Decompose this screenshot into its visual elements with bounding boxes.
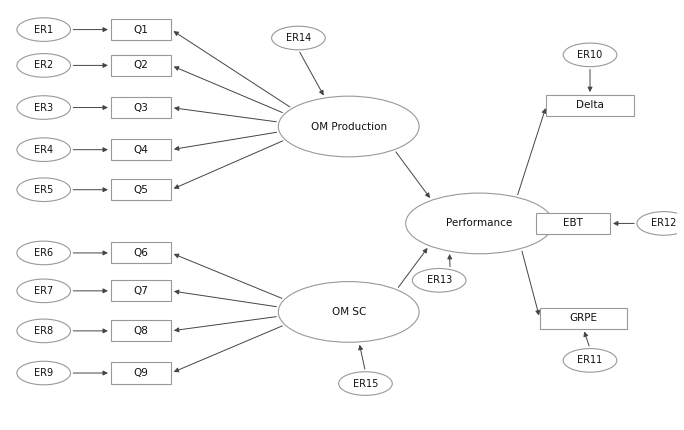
Text: ER4: ER4 — [34, 144, 53, 155]
Text: Delta: Delta — [576, 101, 604, 111]
FancyBboxPatch shape — [547, 95, 633, 116]
Text: Q4: Q4 — [133, 144, 148, 155]
Text: Q6: Q6 — [133, 248, 148, 258]
Ellipse shape — [406, 193, 553, 254]
Ellipse shape — [272, 26, 325, 50]
Text: ER14: ER14 — [286, 33, 311, 43]
Text: Performance: Performance — [446, 218, 512, 228]
Ellipse shape — [17, 319, 70, 343]
FancyBboxPatch shape — [111, 280, 171, 301]
Ellipse shape — [17, 138, 70, 162]
Text: ER15: ER15 — [353, 378, 378, 389]
Ellipse shape — [17, 54, 70, 77]
Text: ER12: ER12 — [651, 218, 676, 228]
Ellipse shape — [17, 18, 70, 41]
Ellipse shape — [278, 96, 419, 157]
Ellipse shape — [17, 96, 70, 120]
FancyBboxPatch shape — [111, 97, 171, 118]
Ellipse shape — [637, 212, 684, 235]
Ellipse shape — [563, 43, 617, 67]
FancyBboxPatch shape — [111, 320, 171, 341]
FancyBboxPatch shape — [111, 243, 171, 264]
FancyBboxPatch shape — [111, 179, 171, 200]
Text: Q3: Q3 — [133, 102, 148, 113]
Ellipse shape — [17, 241, 70, 265]
Ellipse shape — [17, 279, 70, 303]
Text: ER13: ER13 — [427, 275, 452, 286]
Text: OM Production: OM Production — [311, 122, 386, 132]
Text: ER9: ER9 — [34, 368, 53, 378]
Text: ER3: ER3 — [34, 102, 53, 113]
Text: Q8: Q8 — [133, 326, 148, 336]
Ellipse shape — [563, 349, 617, 372]
FancyBboxPatch shape — [536, 213, 610, 234]
Text: ER5: ER5 — [34, 185, 53, 195]
FancyBboxPatch shape — [111, 139, 171, 160]
Text: GRPE: GRPE — [569, 313, 597, 323]
Text: ER10: ER10 — [577, 50, 603, 60]
Text: EBT: EBT — [564, 218, 583, 228]
Text: Q9: Q9 — [133, 368, 148, 378]
Text: ER2: ER2 — [34, 60, 53, 71]
Text: Q7: Q7 — [133, 286, 148, 296]
Text: ER8: ER8 — [34, 326, 53, 336]
Ellipse shape — [278, 282, 419, 342]
Text: ER11: ER11 — [577, 355, 603, 366]
FancyBboxPatch shape — [111, 19, 171, 40]
Ellipse shape — [17, 178, 70, 202]
Text: ER6: ER6 — [34, 248, 53, 258]
FancyBboxPatch shape — [540, 308, 627, 329]
Ellipse shape — [339, 372, 392, 395]
Text: Q5: Q5 — [133, 185, 148, 195]
FancyBboxPatch shape — [111, 55, 171, 76]
Ellipse shape — [17, 361, 70, 385]
FancyBboxPatch shape — [111, 362, 171, 384]
Text: Q1: Q1 — [133, 25, 148, 34]
Text: OM SC: OM SC — [332, 307, 366, 317]
Ellipse shape — [412, 268, 466, 292]
Text: ER1: ER1 — [34, 25, 53, 34]
Text: Q2: Q2 — [133, 60, 148, 71]
Text: ER7: ER7 — [34, 286, 53, 296]
